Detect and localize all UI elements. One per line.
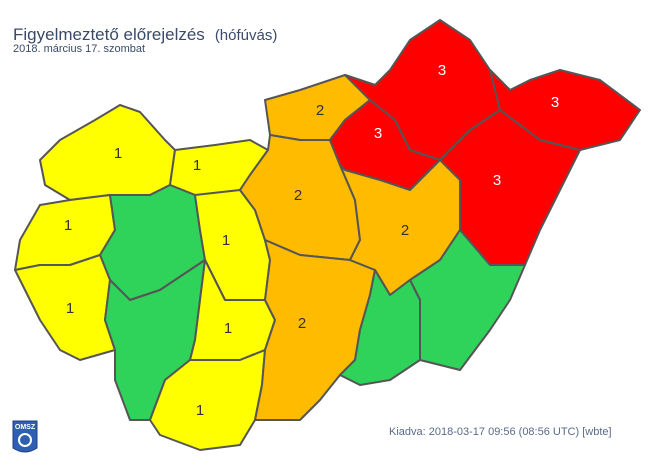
- region-bekes: [409, 229, 526, 371]
- level-label-bacs-kiskun: 2: [298, 315, 306, 332]
- forecast-date: 2018. március 17. szombat: [13, 43, 146, 55]
- level-label-borsod-abauj-zemplen: 3: [438, 62, 446, 79]
- level-label-komarom-esztergom: 1: [193, 157, 201, 174]
- region-csongrad: [339, 269, 421, 386]
- hazard-type: (hófúvás): [214, 27, 278, 44]
- level-label-zala: 1: [66, 300, 74, 317]
- level-label-nograd: 2: [316, 102, 324, 119]
- level-label-pest: 2: [294, 187, 302, 204]
- page-title: Figyelmeztető előrejelzés (hófúvás): [13, 25, 277, 45]
- region-gyor-moson-sopron: [39, 104, 176, 201]
- level-label-fejer: 1: [222, 232, 230, 249]
- issued-timestamp: Kiadva: 2018-03-17 09:56 (08:56 UTC) [wb…: [389, 426, 612, 438]
- level-label-gyor-moson-sopron: 1: [114, 145, 122, 162]
- level-label-tolna: 1: [224, 320, 232, 337]
- level-label-vas: 1: [64, 217, 72, 234]
- level-label-jasz-nagykun-szolnok: 2: [401, 222, 409, 239]
- svg-text:OMSZ: OMSZ: [15, 424, 36, 431]
- title-text: Figyelmeztető előrejelzés: [13, 25, 205, 44]
- level-label-hajdu-bihar: 3: [493, 172, 501, 189]
- level-label-heves: 3: [374, 125, 382, 142]
- region-bacs-kiskun: [254, 239, 376, 421]
- level-label-szabolcs-szatmar-bereg: 3: [551, 94, 559, 111]
- omsz-logo: OMSZ: [12, 420, 38, 453]
- level-label-baranya: 1: [196, 402, 204, 419]
